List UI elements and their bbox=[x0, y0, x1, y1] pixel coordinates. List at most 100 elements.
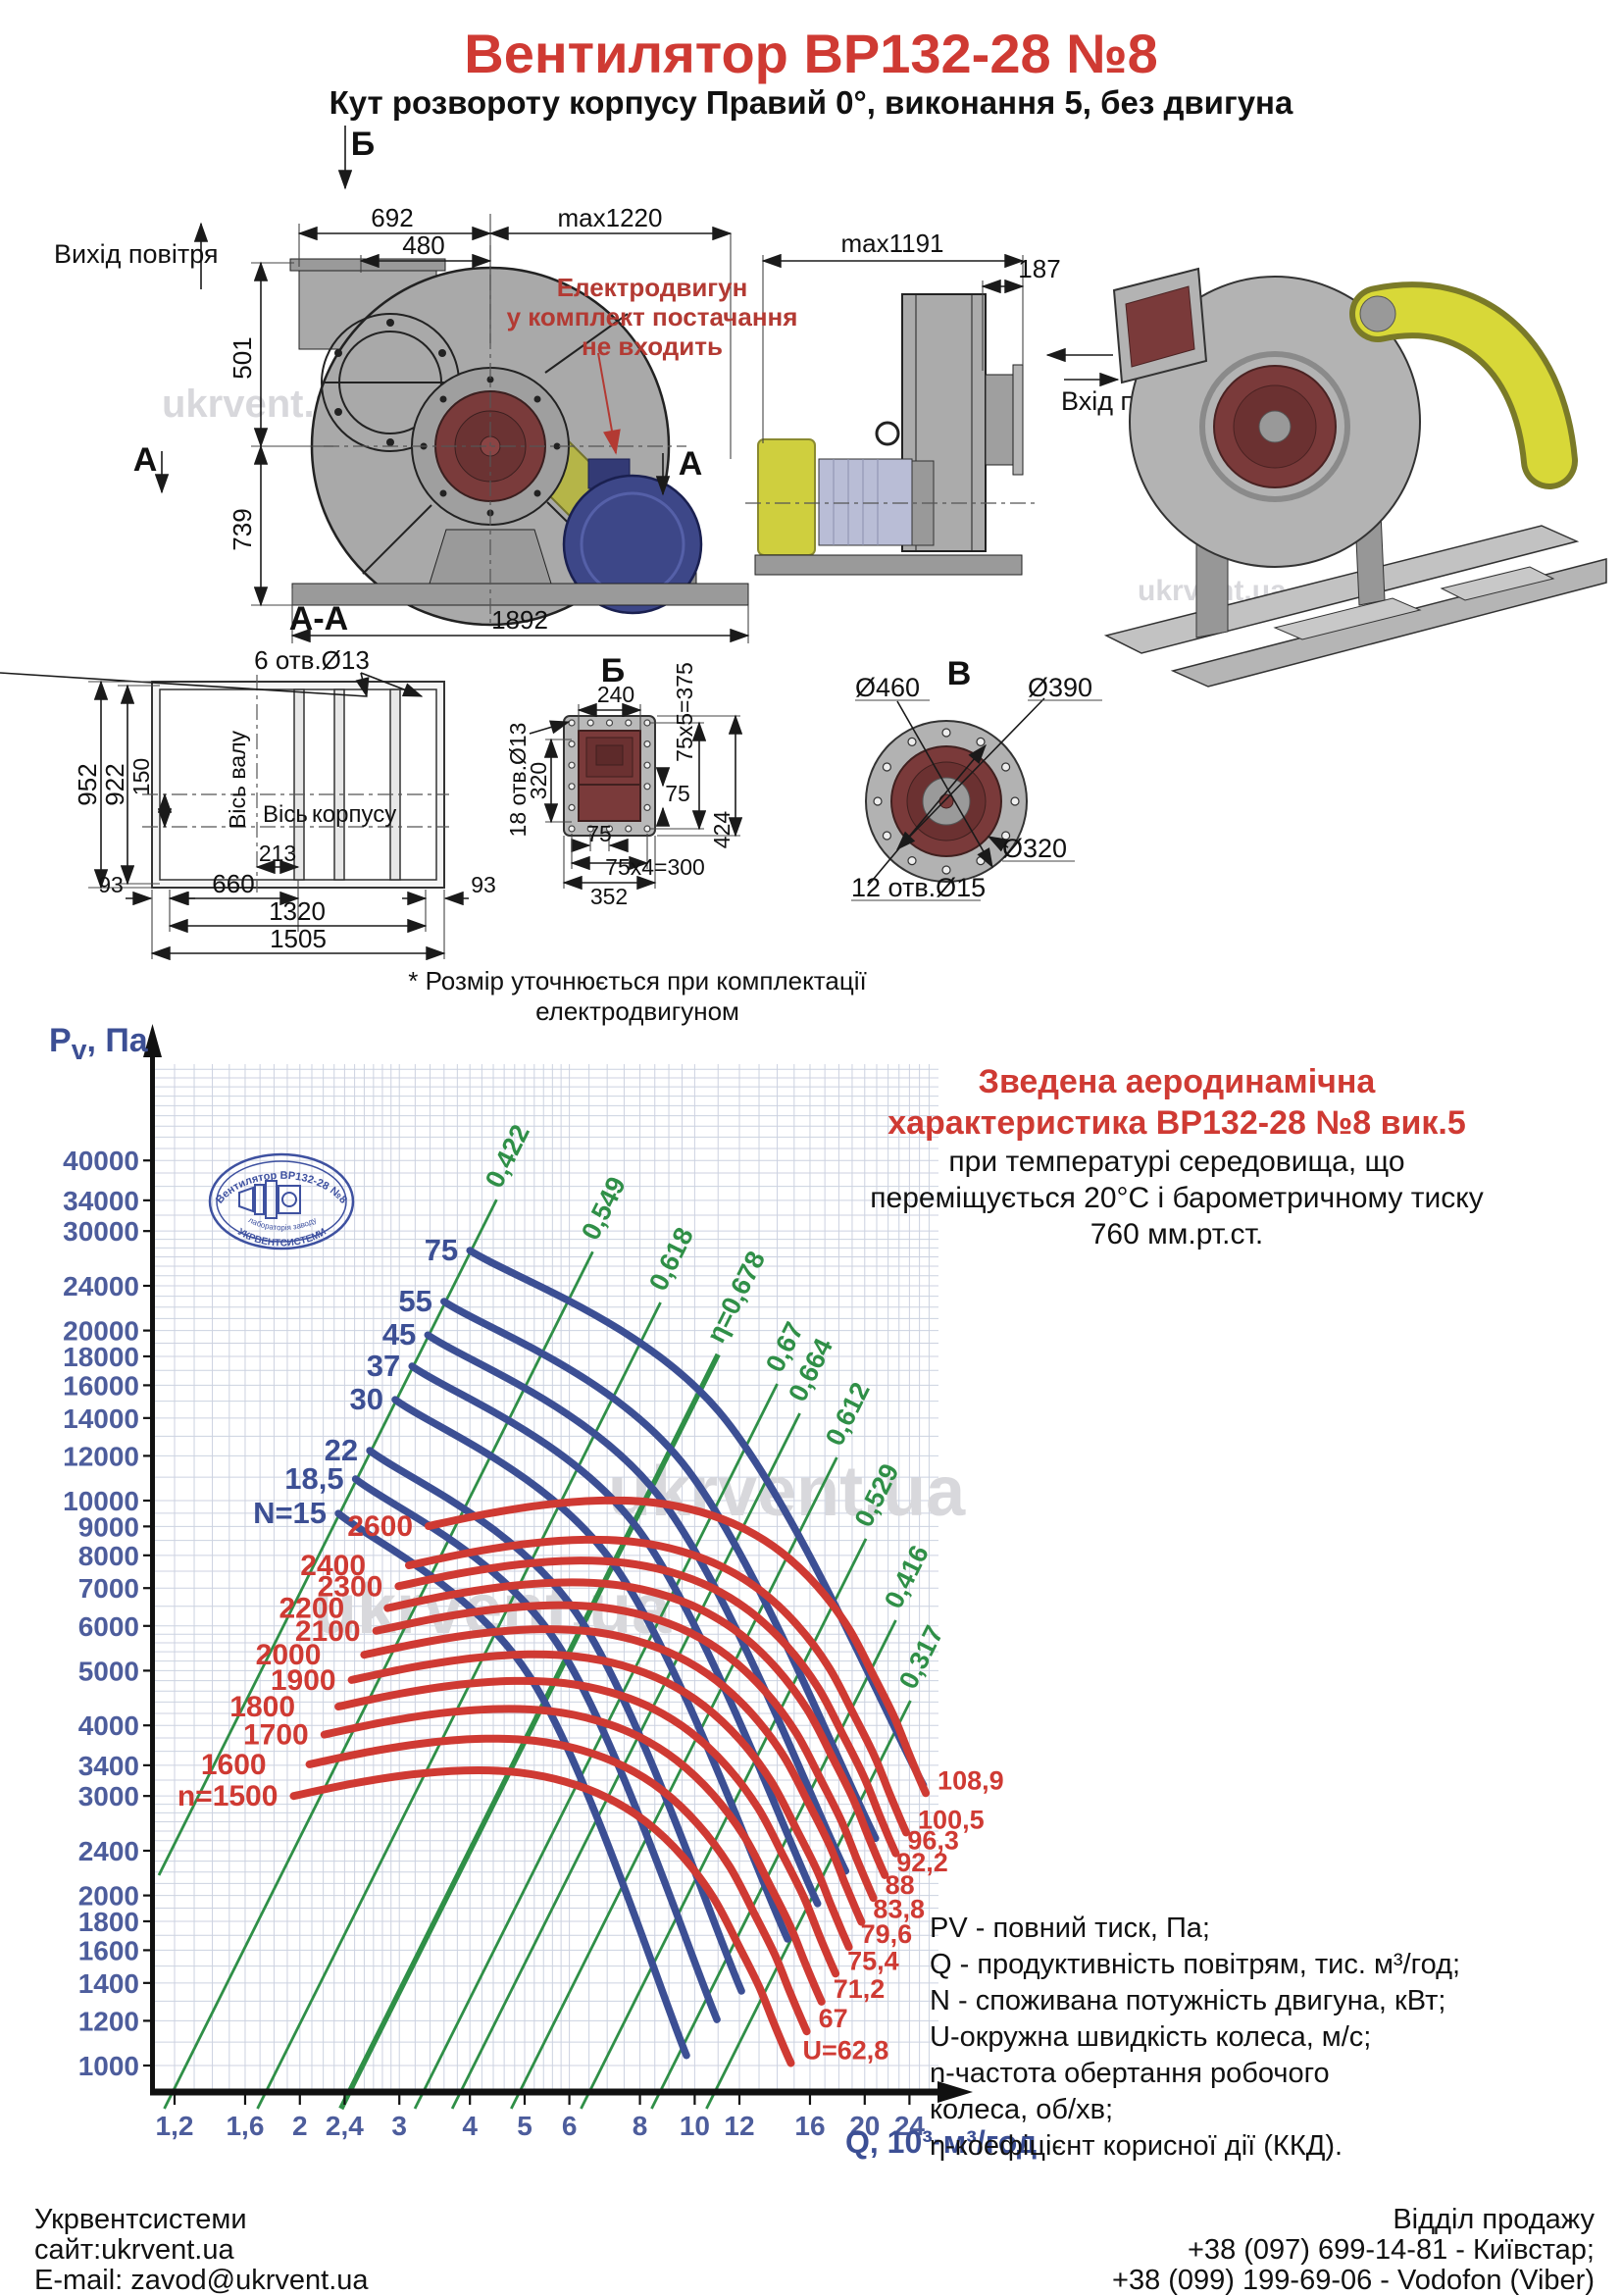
footer-right: Відділ продажу +38 (097) 699-14-81 - Киї… bbox=[1112, 2205, 1595, 2296]
chart-subtitle-1: при температурі середовища, що bbox=[948, 1146, 1405, 1178]
u-speed-label: 108,9 bbox=[938, 1765, 1004, 1795]
y-tick-label: 18000 bbox=[63, 1342, 139, 1372]
dim-75-bottom: 75 bbox=[586, 821, 612, 846]
power-curve bbox=[466, 1247, 928, 1789]
u-speed-label: 96,3 bbox=[907, 1826, 959, 1856]
y-tick-label: 8000 bbox=[78, 1541, 139, 1571]
legend-line: N - споживана потужність двигуна, кВт; bbox=[930, 1985, 1446, 2016]
dim-424: 424 bbox=[709, 811, 735, 849]
x-tick-label: 6 bbox=[562, 2111, 578, 2141]
laboratory-stamp: Вентилятор ВР132-28 №8 лабораторія завод… bbox=[208, 1152, 355, 1250]
dim-d460: Ø460 bbox=[855, 673, 920, 702]
dim-75x4: 75x4=300 bbox=[605, 854, 705, 880]
section-b-letter: Б bbox=[351, 126, 375, 163]
belt-guard-3d bbox=[1355, 287, 1572, 484]
belt-guard-edge bbox=[757, 438, 816, 556]
aa-body-axis-label-2: корпусу bbox=[312, 801, 396, 828]
aa-body-axis-label-1: Вісь bbox=[263, 801, 308, 828]
aa-holes-label: 6 отв.Ø13 bbox=[254, 645, 370, 675]
power-curve-label: 45 bbox=[382, 1317, 416, 1352]
dim-75-right: 75 bbox=[665, 781, 690, 806]
page-title: Вентилятор ВР132-28 №8 bbox=[464, 23, 1158, 84]
dim-max1220: max1220 bbox=[558, 203, 663, 232]
efficiency-label: η=0,678 bbox=[701, 1247, 771, 1348]
efficiency-line bbox=[338, 1352, 721, 2111]
side-flange bbox=[321, 313, 460, 452]
dim-501: 501 bbox=[228, 336, 257, 379]
power-curve bbox=[334, 1509, 690, 2060]
chart-title-block: Зведена аеродинамічна характеристика ВР1… bbox=[863, 1061, 1491, 1252]
dim-d390: Ø390 bbox=[1028, 673, 1092, 702]
motor-note: Електродвигун у комплект постачання не в… bbox=[495, 273, 809, 361]
speed-curve bbox=[334, 1676, 840, 1978]
dim-952: 952 bbox=[73, 763, 102, 805]
legend-line: η-коефіцієнт корисної дії (ККД). bbox=[930, 2130, 1343, 2162]
speed-curve bbox=[347, 1650, 853, 1952]
y-tick-label: 1200 bbox=[78, 2006, 139, 2036]
speed-curve bbox=[383, 1578, 889, 1879]
y-axis-title-main: P bbox=[49, 1022, 72, 1059]
efficiency-line bbox=[650, 1619, 897, 2110]
power-curve-label: 30 bbox=[350, 1382, 383, 1416]
motor-note-line2: у комплект постачання bbox=[506, 302, 798, 332]
speed-curve-label: 2100 bbox=[295, 1615, 361, 1648]
y-tick-label: 6000 bbox=[78, 1611, 139, 1642]
speed-curve bbox=[405, 1535, 910, 1837]
section-a-letter-right: А bbox=[679, 445, 703, 483]
u-speed-label: 79,6 bbox=[861, 1919, 913, 1949]
speed-curve bbox=[320, 1705, 826, 2006]
footer-site: сайт:ukrvent.ua bbox=[34, 2234, 234, 2266]
speed-curve-label: 2400 bbox=[300, 1550, 366, 1582]
footer-dept: Відділ продажу bbox=[1393, 2204, 1595, 2235]
x-tick-label: 4 bbox=[462, 2111, 478, 2141]
view-v-title: В bbox=[947, 655, 972, 692]
dim-150: 150 bbox=[128, 758, 154, 795]
v-holes-label: 12 отв.Ø15 bbox=[851, 873, 986, 902]
efficiency-label: 0,416 bbox=[879, 1541, 935, 1613]
power-curve-label: 75 bbox=[425, 1233, 458, 1267]
dim-75x5: 75x5=375 bbox=[672, 662, 697, 762]
speed-curve-label: 2200 bbox=[279, 1593, 345, 1625]
x-tick-label: 3 bbox=[391, 2111, 407, 2141]
speed-curve bbox=[360, 1625, 866, 1926]
y-tick-label: 9000 bbox=[78, 1511, 139, 1542]
drawing-view-b: Б 240 18 отв.Ø13 320 75 352 75x5=375 424… bbox=[505, 652, 743, 909]
drawing-view-v: В Ø460 Ø390 Ø320 12 отв.Ø15 bbox=[851, 655, 1102, 902]
efficiency-line bbox=[157, 1199, 498, 1876]
motor-side bbox=[818, 458, 913, 546]
efficiency-line bbox=[510, 1456, 838, 2110]
footer-email: E-mail: zavod@ukrvent.ua bbox=[34, 2265, 369, 2296]
speed-curve-label: 1700 bbox=[243, 1719, 309, 1752]
speed-curve-label: n=1500 bbox=[177, 1780, 279, 1812]
b-holes-label: 18 отв.Ø13 bbox=[505, 723, 531, 838]
dim-480: 480 bbox=[402, 230, 444, 260]
y-tick-label: 5000 bbox=[78, 1656, 139, 1686]
chart-title-red-2: характеристика ВР132-28 №8 вик.5 bbox=[887, 1104, 1466, 1142]
y-tick-label: 4000 bbox=[78, 1710, 139, 1741]
dim-240: 240 bbox=[597, 682, 634, 707]
speed-curve-label: 1900 bbox=[271, 1664, 336, 1697]
dim-93-right: 93 bbox=[471, 872, 496, 897]
footer-phone-1: +38 (097) 699-14-81 - Київстар; bbox=[1188, 2234, 1595, 2266]
dim-1892: 1892 bbox=[491, 605, 548, 635]
chart-title-red-1: Зведена аеродинамічна bbox=[978, 1063, 1376, 1100]
y-tick-label: 30000 bbox=[63, 1216, 139, 1247]
dim-320: 320 bbox=[526, 762, 551, 799]
efficiency-line bbox=[413, 1383, 779, 2110]
dim-187: 187 bbox=[1018, 254, 1060, 283]
x-tick-label: 1,2 bbox=[156, 2111, 194, 2141]
footer-phone-2: +38 (099) 199-69-06 - Vodofon (Viber) bbox=[1112, 2265, 1595, 2296]
section-a-letter-left: А bbox=[133, 441, 158, 479]
y-tick-label: 24000 bbox=[63, 1271, 139, 1301]
y-axis-arrow bbox=[143, 1024, 162, 1057]
y-tick-label: 10000 bbox=[63, 1486, 139, 1516]
stamp-fan-icon bbox=[238, 1180, 301, 1219]
dim-660: 660 bbox=[212, 869, 254, 898]
speed-curve-label: 2000 bbox=[256, 1639, 322, 1671]
power-curve-label: 37 bbox=[367, 1349, 400, 1383]
y-tick-label: 20000 bbox=[63, 1316, 139, 1347]
y-tick-label: 16000 bbox=[63, 1370, 139, 1401]
efficiency-line bbox=[163, 1250, 594, 2110]
x-tick-label: 8 bbox=[633, 2111, 648, 2141]
y-tick-label: 2000 bbox=[78, 1881, 139, 1912]
